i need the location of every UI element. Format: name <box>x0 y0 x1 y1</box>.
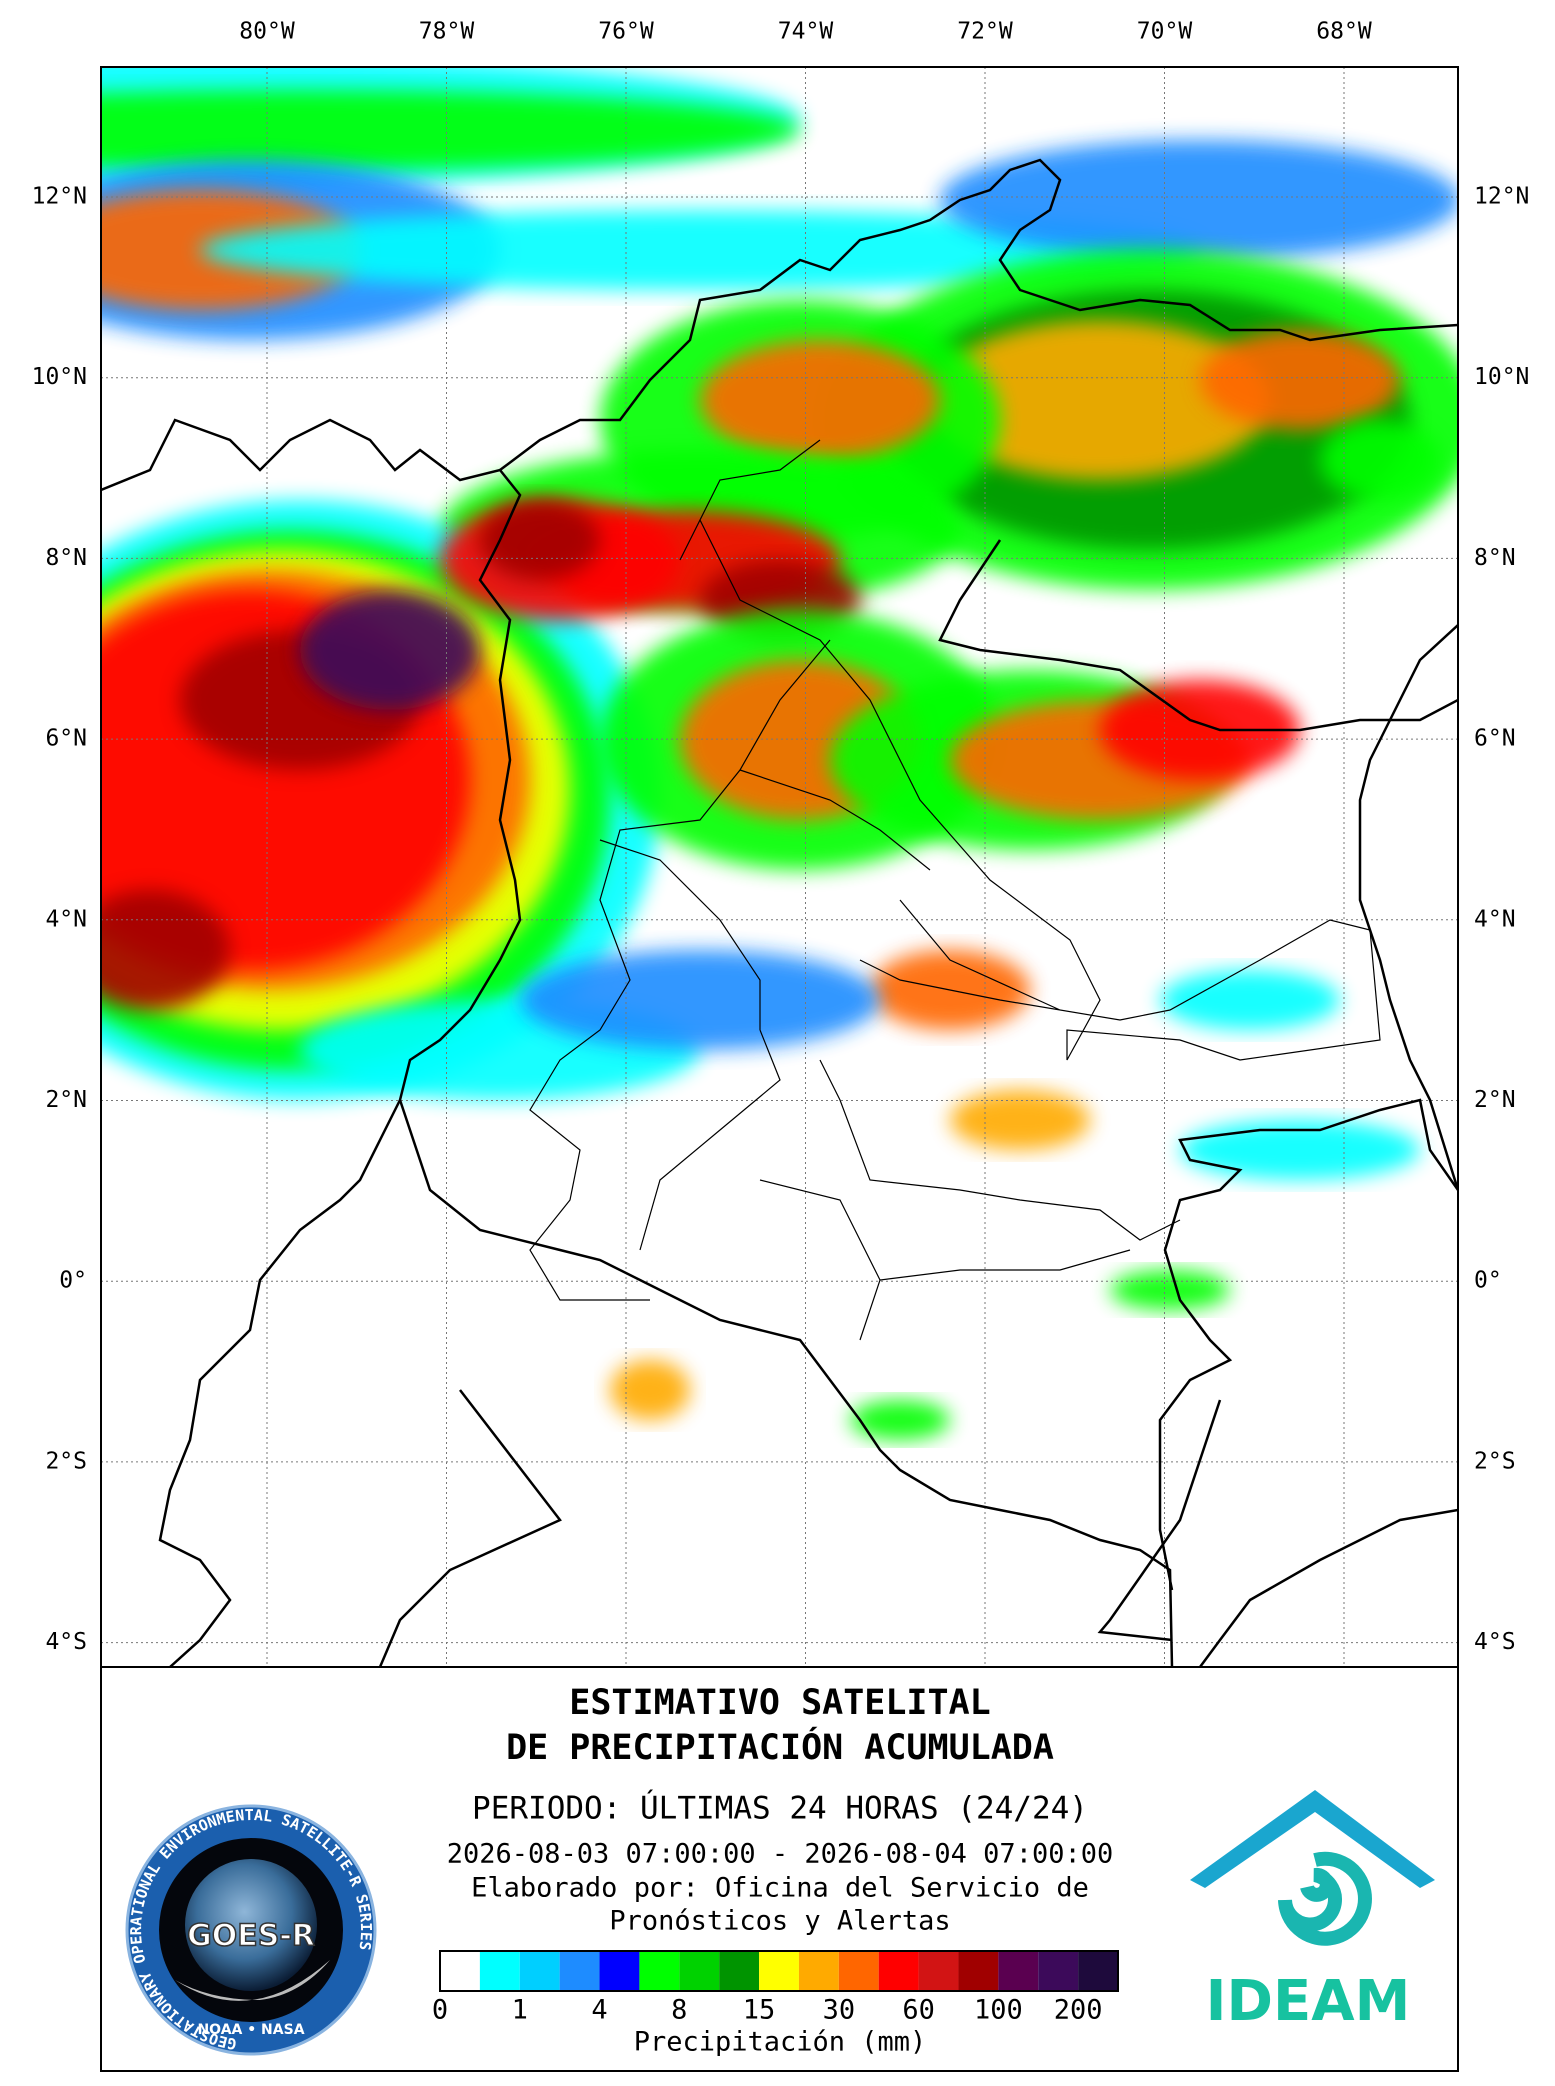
precip-area <box>1110 1270 1230 1310</box>
colorbar-outline <box>439 1950 1119 1992</box>
credit: Elaborado por: Oficina del Servicio de <box>471 1873 1089 1904</box>
precip-area <box>520 950 880 1050</box>
longitude-label: 72°W <box>957 19 1013 45</box>
colorbar-label: 15 <box>743 1995 776 2026</box>
longitude-label: 68°W <box>1316 19 1372 45</box>
latitude-label-right: 12°N <box>1474 184 1529 210</box>
longitude-label: 76°W <box>598 19 654 45</box>
precip-area <box>1160 970 1340 1030</box>
logo-swoosh <box>175 1960 330 2001</box>
logo-agencies: NOAA • NASA <box>197 2022 304 2038</box>
latitude-label-right: 4°N <box>1474 906 1516 932</box>
logo-spiral <box>1278 1851 1372 1946</box>
longitude-label: 70°W <box>1137 19 1193 45</box>
latitude-label-right: 8°N <box>1474 545 1516 571</box>
colorbar-label: 100 <box>974 1995 1023 2026</box>
borders <box>101 158 1458 1667</box>
colorbar-label: 1 <box>512 1995 528 2026</box>
title-line: ESTIMATIVO SATELITAL <box>569 1683 990 1723</box>
latitude-label-left: 10°N <box>32 364 87 390</box>
latitude-label-left: 8°N <box>45 545 87 571</box>
colorbar-swatch <box>958 1951 999 1991</box>
goes-logo: GEOSTATIONARY OPERATIONAL ENVIRONMENTAL … <box>125 1804 377 2056</box>
colorbar: 0 1 4 8 15 30 60 100 200 <box>432 1950 1119 2026</box>
latitude-label-right: 6°N <box>1474 726 1516 752</box>
latitude-label-left: 6°N <box>45 726 87 752</box>
longitude-label: 78°W <box>419 19 475 45</box>
logo-roof <box>1190 1790 1435 1888</box>
colorbar-swatch <box>1078 1951 1118 1991</box>
precip-area <box>610 1360 690 1420</box>
precip-area <box>930 320 1270 480</box>
precip-area <box>200 210 1200 290</box>
precip-area <box>1100 680 1300 780</box>
credit: Pronósticos y Alertas <box>609 1906 950 1937</box>
precip-area <box>480 500 600 580</box>
colorbar-label: 4 <box>591 1995 607 2026</box>
precip-area <box>950 1090 1090 1150</box>
colorbar-swatch <box>878 1951 919 1991</box>
precip-area <box>1320 420 1440 500</box>
colorbar-label: 30 <box>823 1995 856 2026</box>
logo-name: GOES-R <box>187 1919 315 1954</box>
colorbar-swatch <box>479 1951 520 1991</box>
latitude-label-right: 2°N <box>1474 1087 1516 1113</box>
logo-text: IDEAM <box>1206 1969 1411 2034</box>
period: PERIODO: ÚLTIMAS 24 HORAS (24/24) <box>472 1790 1088 1827</box>
colorbar-label: 60 <box>902 1995 935 2026</box>
precip-area <box>101 90 800 170</box>
colorbar-label: 8 <box>671 1995 687 2026</box>
colorbar-label: 0 <box>432 1995 448 2026</box>
colorbar-swatch <box>918 1951 959 1991</box>
latitude-label-left: 2°N <box>45 1087 87 1113</box>
colorbar-swatch <box>440 1951 480 1991</box>
graticule: 80°W 78°W 76°W 74°W 72°W 70°W 68°W 12°N 12°N 10°N… <box>32 19 1529 1667</box>
precip-area <box>300 590 480 710</box>
latitude-label-right: 4°S <box>1474 1629 1516 1655</box>
colorbar-swatch <box>599 1951 640 1991</box>
latitude-label-right: 10°N <box>1474 364 1529 390</box>
precip-area <box>850 1400 950 1440</box>
precip-area <box>1200 330 1400 430</box>
dates: 2026-08-03 07:00:00 - 2026-08-04 07:00:0… <box>447 1839 1113 1870</box>
latitude-label-left: 0° <box>59 1268 87 1294</box>
logo-earth <box>185 1859 317 1991</box>
latitude-label-right: 2°S <box>1474 1448 1516 1474</box>
ideam-logo: IDEAM <box>1190 1790 1435 2034</box>
colorbar-swatch <box>519 1951 560 1991</box>
latitude-label-left: 4°N <box>45 906 87 932</box>
colorbar-label: 200 <box>1054 1995 1103 2026</box>
frame <box>100 66 1459 2072</box>
precip-area <box>940 140 1458 260</box>
colorbar-swatch <box>679 1951 720 1991</box>
latitude-label-left: 2°S <box>45 1448 87 1474</box>
latitude-label-left: 4°S <box>45 1629 87 1655</box>
colorbar-swatch <box>838 1951 879 1991</box>
colorbar-swatch <box>559 1951 600 1991</box>
colorbar-unit: Precipitación (mm) <box>634 2027 927 2058</box>
colorbar-swatch <box>1038 1951 1079 1991</box>
colorbar-swatch <box>998 1951 1039 1991</box>
title-line: DE PRECIPITACIÓN ACUMULADA <box>506 1726 1054 1768</box>
latitude-label-left: 12°N <box>32 184 87 210</box>
colorbar-swatch <box>719 1951 760 1991</box>
longitude-label: 74°W <box>778 19 834 45</box>
precip-area <box>1180 1120 1420 1180</box>
colorbar-swatch <box>759 1951 799 1991</box>
precip-area <box>700 340 940 460</box>
colorbar-swatch <box>798 1951 839 1991</box>
latitude-label-right: 0° <box>1474 1268 1502 1294</box>
colorbar-swatch <box>639 1951 680 1991</box>
longitude-label: 80°W <box>239 19 295 45</box>
